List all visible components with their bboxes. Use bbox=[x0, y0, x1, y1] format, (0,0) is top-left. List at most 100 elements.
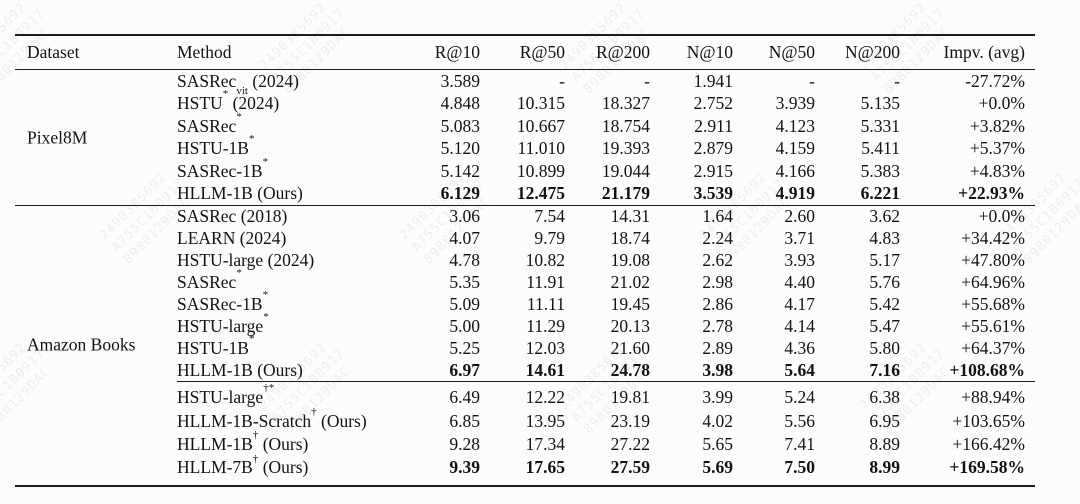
header-cell: Dataset bbox=[27, 42, 80, 62]
value-cell: 20.13 bbox=[610, 315, 650, 336]
header-cell: R@10 bbox=[434, 42, 480, 62]
table-row: SASRec (2018) 3.06 7.54 14.31 1.64 2.60 3.62 +0… bbox=[15, 206, 1035, 228]
value-cell: 4.159 bbox=[775, 138, 815, 159]
section-rule bbox=[15, 205, 1035, 206]
value-cell: 10.899 bbox=[516, 160, 565, 181]
value-cell: 4.78 bbox=[449, 250, 480, 271]
value-cell: - bbox=[809, 70, 815, 91]
value-cell: 5.47 bbox=[869, 315, 900, 336]
table-row: SASRec-1B* 5.09 11.11 19.45 2.86 4.17 5.42 +55.… bbox=[15, 289, 1035, 316]
group-rule bbox=[177, 381, 1035, 383]
method-cell: SASRec* bbox=[177, 267, 242, 293]
value-cell: 19.044 bbox=[601, 160, 650, 181]
impv-cell: +55.61% bbox=[961, 315, 1025, 336]
value-cell: 4.14 bbox=[784, 315, 815, 336]
value-cell: 6.221 bbox=[860, 183, 900, 204]
value-cell: 7.54 bbox=[534, 206, 565, 227]
method-cell: HSTU-large* bbox=[177, 311, 269, 336]
value-cell: 14.61 bbox=[525, 359, 565, 380]
value-cell: 2.86 bbox=[702, 294, 733, 314]
method-cell: HSTU-1B* bbox=[177, 332, 255, 358]
method-superscript: * bbox=[248, 133, 255, 146]
value-cell: 5.00 bbox=[449, 315, 480, 336]
table-row: HLLM-1B-Scratch† (Ours) 6.85 13.95 23.19 4.0… bbox=[15, 405, 1035, 433]
value-cell: 21.02 bbox=[610, 272, 650, 293]
header-cell: R@200 bbox=[595, 42, 650, 62]
method-cell: SASRec-1B* bbox=[177, 289, 269, 314]
value-cell: 5.76 bbox=[869, 272, 900, 293]
table-row: HSTU* (2024) 4.848 10.315 18.327 2.752 3.939 5… bbox=[15, 89, 1035, 116]
header-row: Dataset Method R@10 R@50 R@200 N@10 N@50 N@200 I… bbox=[15, 36, 1035, 69]
method-superscript: * bbox=[262, 155, 269, 168]
value-cell: 11.11 bbox=[526, 294, 565, 314]
value-cell: 2.24 bbox=[702, 228, 733, 249]
value-cell: 6.95 bbox=[869, 410, 900, 431]
value-cell: 5.411 bbox=[861, 138, 900, 159]
bottom-rule bbox=[15, 484, 1035, 487]
value-cell: 5.64 bbox=[784, 359, 815, 380]
method-cell: SASRec* bbox=[177, 110, 242, 136]
value-cell: 2.752 bbox=[693, 93, 733, 114]
impv-cell: -27.72% bbox=[965, 70, 1025, 91]
value-cell: 5.24 bbox=[784, 387, 815, 408]
dataset-section: Amazon Books SASRec (2018) 3.06 7.54 14.31 1.… bbox=[15, 206, 1035, 485]
value-cell: 19.81 bbox=[610, 387, 650, 408]
method-superscript: * bbox=[248, 332, 255, 345]
header-cell: N@10 bbox=[686, 42, 733, 62]
method-subscript: vit bbox=[236, 85, 248, 98]
dataset-section: Pixel8M SASRecvit (2024) 3.589- -1.941- - -27… bbox=[15, 70, 1035, 205]
header-cell: N@200 bbox=[844, 42, 900, 62]
header-cell: N@50 bbox=[768, 42, 815, 62]
value-cell: 8.99 bbox=[869, 457, 900, 478]
table-row: HLLM-1B (Ours) 6.129 12.475 21.179 3.539 4.91… bbox=[15, 183, 1035, 206]
value-cell: 3.62 bbox=[869, 206, 900, 227]
value-cell: 27.59 bbox=[610, 457, 650, 478]
value-cell: 7.41 bbox=[784, 434, 815, 455]
impv-cell: +166.42% bbox=[952, 434, 1025, 455]
value-cell: 3.589 bbox=[440, 70, 480, 91]
value-cell: 2.62 bbox=[702, 250, 733, 271]
method-cell: HLLM-1B-Scratch† (Ours) bbox=[177, 405, 367, 431]
dataset-label: Pixel8M bbox=[27, 127, 88, 147]
method-group: SASRecvit (2024) 3.589- -1.941- - -27.72% HST… bbox=[15, 70, 1035, 205]
header-cell: Impv. (avg) bbox=[943, 42, 1025, 62]
impv-cell: +5.37% bbox=[969, 138, 1025, 159]
top-rule bbox=[15, 34, 1035, 36]
value-cell: 4.02 bbox=[702, 410, 733, 431]
table-row: SASRecvit (2024) 3.589 - - 1.941 - - -27.72% bbox=[15, 70, 1035, 97]
value-cell: 11.91 bbox=[526, 272, 565, 293]
value-cell: 2.78 bbox=[702, 315, 733, 336]
value-cell: 4.40 bbox=[784, 272, 815, 293]
value-cell: 2.911 bbox=[694, 115, 733, 136]
impv-cell: +64.96% bbox=[961, 272, 1025, 293]
value-cell: 4.07 bbox=[449, 228, 480, 249]
value-cell: 21.179 bbox=[601, 183, 650, 204]
value-cell: - bbox=[559, 70, 565, 91]
impv-cell: +55.68% bbox=[961, 294, 1025, 314]
table-row: HLLM-7B† (Ours) 9.39 17.65 27.59 5.69 7.50 8.9… bbox=[15, 452, 1035, 479]
value-cell: 5.35 bbox=[449, 272, 480, 293]
table-row: HLLM-1B† (Ours) 9.28 17.34 27.22 5.65 7.41 8.8… bbox=[15, 430, 1035, 456]
table-row: LEARN (2024) 4.07 9.79 18.74 2.24 3.71 4.83 +34… bbox=[15, 228, 1035, 250]
table-row: HLLM-1B (Ours) 6.97 14.61 24.78 3.98 5.64 7.16… bbox=[15, 359, 1035, 381]
method-cell: HLLM-7B† (Ours) bbox=[177, 452, 309, 478]
value-cell: 2.915 bbox=[693, 160, 733, 181]
value-cell: 18.327 bbox=[601, 93, 650, 114]
method-cell: HSTU-1B* bbox=[177, 133, 255, 159]
value-cell: 4.83 bbox=[869, 228, 900, 249]
value-cell: 4.17 bbox=[784, 294, 815, 314]
value-cell: 7.50 bbox=[784, 457, 815, 478]
method-superscript: † bbox=[311, 405, 317, 418]
value-cell: 19.45 bbox=[610, 294, 650, 314]
impv-cell: +47.80% bbox=[961, 250, 1025, 271]
value-cell: 6.129 bbox=[440, 183, 480, 204]
table-row: SASRec* 5.083 10.667 18.754 2.911 4.123 5.331 +… bbox=[15, 110, 1035, 138]
value-cell: 5.331 bbox=[860, 115, 900, 136]
header-cell: Method bbox=[177, 42, 232, 62]
method-cell: HLLM-1B (Ours) bbox=[177, 359, 303, 380]
value-cell: 5.42 bbox=[869, 294, 900, 314]
table-row: SASRec* 5.35 11.91 21.02 2.98 4.40 5.76 +64.96% bbox=[15, 267, 1035, 294]
value-cell: 24.78 bbox=[610, 359, 650, 380]
value-cell: 10.667 bbox=[516, 115, 565, 136]
table-row: HSTU-large (2024) 4.78 10.82 19.08 2.62 3.93 5… bbox=[15, 250, 1035, 272]
